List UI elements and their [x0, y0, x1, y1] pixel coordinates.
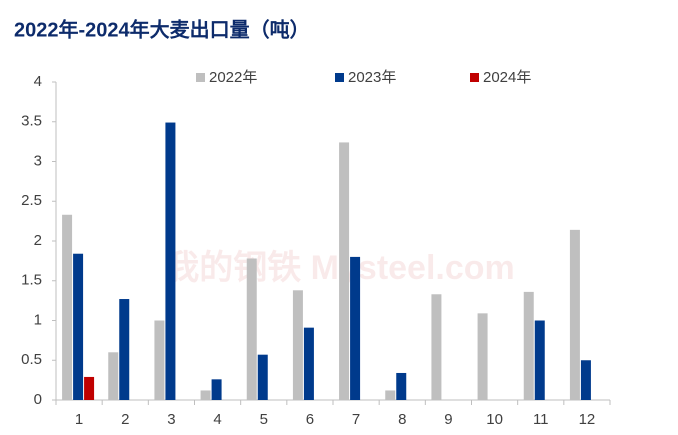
y-tick-label: 2 [34, 232, 42, 249]
legend-swatch [196, 73, 205, 82]
x-tick-label: 2 [121, 411, 129, 428]
bar [534, 320, 545, 400]
y-tick-label: 1.5 [21, 272, 42, 289]
bar [108, 352, 119, 400]
bar [350, 256, 361, 400]
bar [165, 122, 176, 401]
bar [292, 290, 303, 400]
y-tick-label: 3.5 [21, 113, 42, 130]
bar [119, 299, 130, 400]
x-tick-label: 11 [533, 411, 549, 428]
bar [211, 379, 222, 400]
y-tick-label: 4 [34, 73, 42, 90]
y-tick-label: 2.5 [21, 192, 42, 209]
bar [154, 320, 165, 400]
bar [477, 313, 488, 400]
chart-title: 2022年-2024年大麦出口量（吨） [14, 17, 310, 41]
x-tick-label: 3 [167, 411, 175, 428]
legend-label: 2024年 [483, 69, 531, 86]
legend-swatch [470, 73, 479, 82]
bar [62, 214, 73, 400]
bar [257, 354, 268, 400]
y-tick-label: 0 [34, 391, 42, 408]
x-tick-label: 4 [213, 411, 221, 428]
y-tick-label: 3 [34, 152, 42, 169]
legend-label: 2023年 [348, 69, 396, 86]
y-tick-label: 1 [34, 311, 42, 328]
x-tick-label: 10 [486, 411, 503, 428]
bar [339, 142, 350, 401]
bar [303, 327, 314, 400]
bar [73, 253, 84, 400]
bar [569, 229, 580, 400]
legend-label: 2022年 [209, 69, 257, 86]
bar [200, 390, 211, 400]
x-tick-label: 5 [260, 411, 268, 428]
bar [580, 360, 591, 400]
x-tick-label: 12 [579, 411, 596, 428]
bar [431, 294, 442, 400]
x-tick-label: 7 [352, 411, 360, 428]
x-tick-label: 6 [306, 411, 314, 428]
bar [246, 258, 257, 400]
x-tick-label: 8 [398, 411, 406, 428]
bar [385, 390, 396, 400]
legend-swatch [335, 73, 344, 82]
x-tick-label: 9 [444, 411, 452, 428]
bar [523, 291, 534, 400]
y-tick-label: 0.5 [21, 351, 42, 368]
x-tick-label: 1 [75, 411, 83, 428]
bar [84, 376, 95, 400]
bar [396, 372, 407, 400]
